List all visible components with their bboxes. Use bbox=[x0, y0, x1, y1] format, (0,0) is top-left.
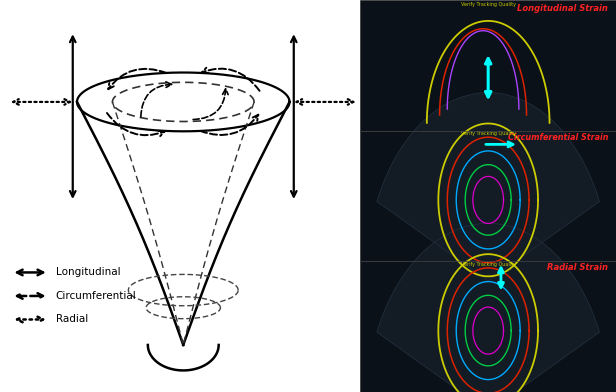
Text: Circumferential Strain: Circumferential Strain bbox=[508, 132, 609, 142]
Bar bbox=[360, 131, 616, 261]
Polygon shape bbox=[377, 93, 599, 281]
Text: Longitudinal: Longitudinal bbox=[55, 267, 120, 278]
Text: Longitudinal Strain: Longitudinal Strain bbox=[517, 4, 609, 13]
Text: Radial Strain: Radial Strain bbox=[548, 263, 609, 272]
Bar bbox=[360, 261, 616, 392]
Bar bbox=[360, 0, 616, 131]
Text: Verify Tracking Quality: Verify Tracking Quality bbox=[461, 131, 516, 136]
Text: Circumferential: Circumferential bbox=[55, 291, 137, 301]
Text: Radial: Radial bbox=[55, 314, 88, 325]
Polygon shape bbox=[377, 223, 599, 392]
Text: Verify Tracking Quality: Verify Tracking Quality bbox=[461, 2, 516, 7]
Text: Verify Tracking Quality: Verify Tracking Quality bbox=[461, 262, 516, 267]
